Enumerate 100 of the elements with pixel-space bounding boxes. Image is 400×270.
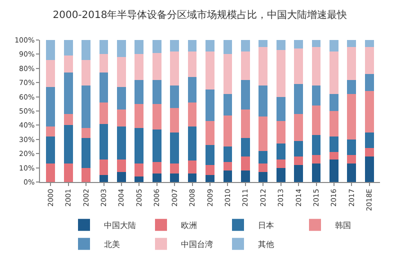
bar xyxy=(134,104,144,128)
bar xyxy=(276,50,286,97)
bar xyxy=(64,56,73,73)
bar xyxy=(117,126,126,160)
bar xyxy=(46,40,56,60)
bar xyxy=(276,144,286,160)
bar xyxy=(82,168,90,182)
bar xyxy=(99,40,108,54)
bar xyxy=(312,105,321,136)
bar xyxy=(170,173,180,182)
bar xyxy=(240,40,250,52)
bar xyxy=(188,126,197,161)
bar xyxy=(134,128,144,164)
bar xyxy=(347,80,356,94)
bar xyxy=(347,164,356,182)
bar xyxy=(82,40,90,60)
bar xyxy=(240,80,250,110)
legend-label: 日本 xyxy=(258,221,274,230)
bar xyxy=(188,51,197,77)
bar xyxy=(223,162,232,171)
bar xyxy=(258,47,268,86)
bar xyxy=(294,156,303,165)
bar xyxy=(312,155,321,164)
bar xyxy=(223,146,232,162)
bar xyxy=(240,51,250,80)
bar xyxy=(294,114,303,141)
bar xyxy=(64,164,73,182)
bar xyxy=(276,96,286,121)
bar xyxy=(134,40,144,54)
bar xyxy=(152,129,162,162)
bar xyxy=(364,74,374,92)
bar xyxy=(117,86,126,110)
bar xyxy=(206,174,214,182)
bar xyxy=(206,40,214,52)
bar xyxy=(312,47,321,86)
bar xyxy=(64,114,73,126)
bar xyxy=(64,125,73,164)
bar xyxy=(364,132,374,148)
bar xyxy=(312,85,321,106)
bar xyxy=(258,172,268,182)
bar xyxy=(206,51,214,90)
bar xyxy=(134,176,144,182)
chart-title: 2000-2018年半导体设备分区域市场规模占比，中国大陆增速最快 xyxy=(52,8,348,21)
bar xyxy=(240,138,250,156)
bar xyxy=(152,104,162,130)
bar xyxy=(276,159,286,168)
bar xyxy=(117,57,126,87)
bar xyxy=(170,108,180,132)
bar xyxy=(258,85,268,117)
bar xyxy=(347,94,356,140)
bar xyxy=(364,91,374,132)
bar xyxy=(312,135,321,156)
bar xyxy=(117,172,126,182)
bar xyxy=(99,54,108,73)
bar xyxy=(152,40,162,53)
legend-label: 其他 xyxy=(258,240,274,250)
bar xyxy=(134,80,144,104)
bar xyxy=(206,145,214,165)
bar xyxy=(364,47,374,74)
bar xyxy=(152,52,162,80)
legend-label: 韩国 xyxy=(335,221,351,230)
bar xyxy=(276,40,286,50)
bar xyxy=(258,150,268,164)
bar xyxy=(206,164,214,175)
bar xyxy=(223,115,232,146)
bar xyxy=(294,84,303,114)
bar xyxy=(223,94,232,116)
bar xyxy=(347,47,356,80)
bar xyxy=(46,86,56,127)
bar xyxy=(82,60,90,86)
bar xyxy=(188,173,197,182)
bar xyxy=(276,120,286,144)
bar xyxy=(152,162,162,174)
bar xyxy=(294,40,303,49)
bar xyxy=(330,152,338,160)
bar xyxy=(117,40,126,58)
bar xyxy=(64,40,73,56)
legend-label: 北美 xyxy=(104,240,120,250)
bar xyxy=(99,174,108,182)
bar xyxy=(170,51,180,86)
bar xyxy=(364,40,374,48)
bar xyxy=(364,156,374,182)
bar xyxy=(188,40,197,52)
bar xyxy=(330,136,338,152)
bar xyxy=(223,54,232,94)
bar xyxy=(64,72,73,114)
bar xyxy=(188,102,197,127)
bar xyxy=(117,159,126,172)
bar xyxy=(99,72,108,102)
bar xyxy=(240,110,250,138)
bar xyxy=(188,160,197,174)
bar xyxy=(276,168,286,182)
bar xyxy=(312,40,321,48)
bar xyxy=(99,102,108,124)
bar xyxy=(82,128,90,138)
bar xyxy=(330,159,338,182)
bar xyxy=(294,164,303,182)
bar xyxy=(134,54,144,80)
bar xyxy=(347,40,356,48)
bar xyxy=(223,170,232,182)
